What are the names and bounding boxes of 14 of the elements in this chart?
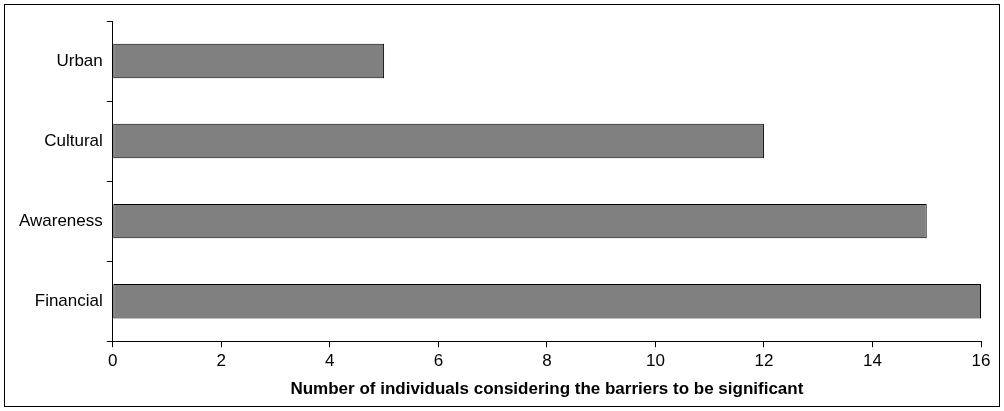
x-tick-label: 0 <box>108 351 118 371</box>
x-tick-label: 2 <box>216 351 227 371</box>
x-axis-title: Number of individuals considering the barriers to be significant <box>290 379 804 399</box>
y-tick-label: Financial <box>34 290 103 310</box>
y-tick-label: Cultural <box>44 130 103 150</box>
x-tick-label: 14 <box>863 351 882 371</box>
y-tick-label: Awareness <box>18 210 103 230</box>
y-tick-label: Urban <box>56 50 103 70</box>
x-tick-label: 4 <box>325 351 335 371</box>
x-tick-label: 16 <box>971 351 991 371</box>
x-tick-label: 8 <box>542 351 552 371</box>
x-tick-label: 6 <box>433 351 444 371</box>
x-tick-label: 10 <box>645 351 665 371</box>
x-tick-label: 12 <box>754 351 774 371</box>
